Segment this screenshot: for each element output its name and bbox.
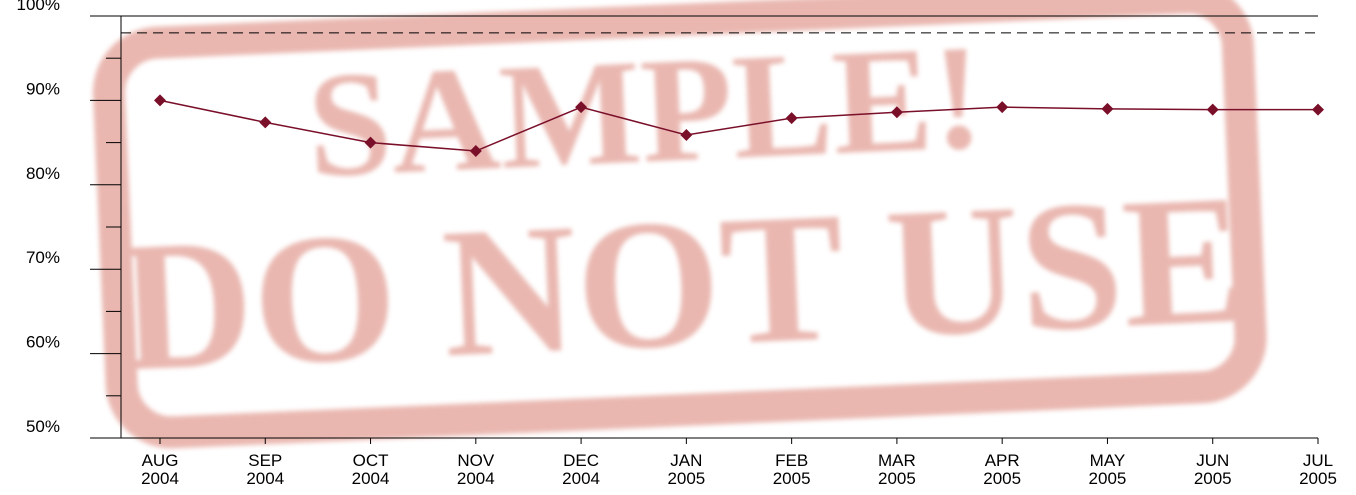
x-tick-year: 2005	[878, 469, 916, 488]
marker	[1207, 104, 1219, 116]
y-tick-label: 90%	[26, 79, 60, 98]
x-tick-year: 2004	[457, 469, 495, 488]
page: SAMPLE! DO NOT USE 50% 60% 70% 80% 90% 100% AU…	[0, 0, 1356, 495]
watermark-text: DO NOT USE	[115, 156, 1250, 410]
y-tick-label: 100%	[17, 0, 60, 14]
x-tick-year: 2004	[562, 469, 600, 488]
x-tick-month: FEB	[775, 451, 808, 470]
x-tick-month: JAN	[670, 451, 702, 470]
x-tick-month: DEC	[563, 451, 599, 470]
y-tick-label: 80%	[26, 164, 60, 183]
x-tick-month: MAY	[1090, 451, 1126, 470]
marker	[154, 94, 166, 106]
x-tick-year: 2004	[352, 469, 390, 488]
x-tick-year: 2005	[983, 469, 1021, 488]
watermark: SAMPLE! DO NOT USE	[107, 0, 1253, 434]
x-tick-month: OCT	[353, 451, 389, 470]
x-tick-month: NOV	[457, 451, 495, 470]
marker	[259, 116, 271, 128]
y-tick-label: 50%	[26, 417, 60, 436]
x-tick-year: 2005	[1194, 469, 1232, 488]
marker	[1312, 104, 1324, 116]
x-tick-year: 2005	[773, 469, 811, 488]
chart: SAMPLE! DO NOT USE 50% 60% 70% 80% 90% 100% AU…	[0, 0, 1356, 495]
x-tick-month: AUG	[142, 451, 179, 470]
x-tick-month: MAR	[878, 451, 916, 470]
x-tick-year: 2004	[141, 469, 179, 488]
x-tick-year: 2005	[667, 469, 705, 488]
y-tick-label: 70%	[26, 248, 60, 267]
marker	[1101, 103, 1113, 115]
x-tick-month: JUL	[1303, 451, 1333, 470]
x-tick-month: APR	[985, 451, 1020, 470]
x-tick-month: JUN	[1196, 451, 1229, 470]
x-tick-month: SEP	[248, 451, 282, 470]
x-tick-year: 2005	[1089, 469, 1127, 488]
y-tick-label: 60%	[26, 333, 60, 352]
marker	[996, 101, 1008, 113]
x-tick-year: 2004	[246, 469, 284, 488]
x-tick-year: 2005	[1299, 469, 1337, 488]
